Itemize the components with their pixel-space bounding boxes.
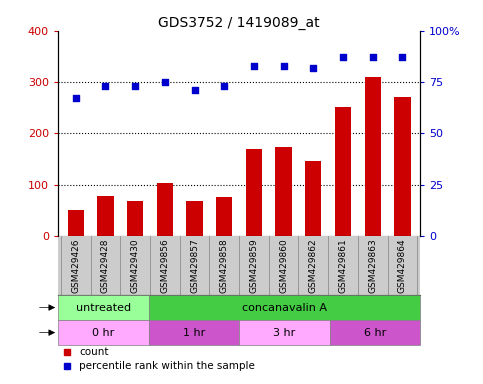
Point — [339, 54, 347, 60]
Text: 0 hr: 0 hr — [92, 328, 114, 338]
Text: GSM429857: GSM429857 — [190, 239, 199, 293]
Text: GSM429862: GSM429862 — [309, 239, 318, 293]
Bar — [156, 184, 173, 236]
Bar — [275, 147, 292, 236]
Point — [72, 95, 80, 101]
Bar — [246, 149, 262, 236]
Bar — [149, 295, 420, 320]
Text: 3 hr: 3 hr — [273, 328, 296, 338]
Text: untreated: untreated — [76, 303, 131, 313]
Text: GSM429856: GSM429856 — [160, 239, 170, 293]
Bar — [58, 320, 149, 345]
Text: GSM429426: GSM429426 — [71, 239, 80, 293]
Bar — [335, 107, 351, 236]
Bar — [149, 320, 239, 345]
Point — [161, 79, 169, 85]
Point — [101, 83, 109, 89]
Point — [369, 54, 377, 60]
Text: count: count — [79, 347, 109, 357]
Bar — [365, 77, 381, 236]
Text: GSM429861: GSM429861 — [339, 239, 347, 293]
Bar — [186, 201, 203, 236]
Point — [131, 83, 139, 89]
Point — [191, 87, 199, 93]
Text: concanavalin A: concanavalin A — [242, 303, 327, 313]
Point — [220, 83, 228, 89]
Text: GSM429858: GSM429858 — [220, 239, 229, 293]
Bar — [68, 210, 84, 236]
Text: 6 hr: 6 hr — [364, 328, 386, 338]
Text: GSM429863: GSM429863 — [368, 239, 377, 293]
Point — [310, 65, 317, 71]
Bar — [127, 201, 143, 236]
Bar — [394, 98, 411, 236]
Text: GSM429859: GSM429859 — [249, 239, 258, 293]
Text: GSM429860: GSM429860 — [279, 239, 288, 293]
Text: GSM429864: GSM429864 — [398, 239, 407, 293]
Bar — [216, 197, 232, 236]
Bar — [329, 320, 420, 345]
Text: GSM429430: GSM429430 — [131, 239, 140, 293]
Text: percentile rank within the sample: percentile rank within the sample — [79, 361, 255, 371]
Point — [250, 63, 258, 69]
Point — [280, 63, 287, 69]
Bar — [97, 196, 114, 236]
Text: GSM429428: GSM429428 — [101, 239, 110, 293]
Bar — [58, 295, 149, 320]
Bar — [305, 161, 322, 236]
Point — [398, 54, 406, 60]
Text: 1 hr: 1 hr — [183, 328, 205, 338]
Title: GDS3752 / 1419089_at: GDS3752 / 1419089_at — [158, 16, 320, 30]
Bar — [239, 320, 330, 345]
